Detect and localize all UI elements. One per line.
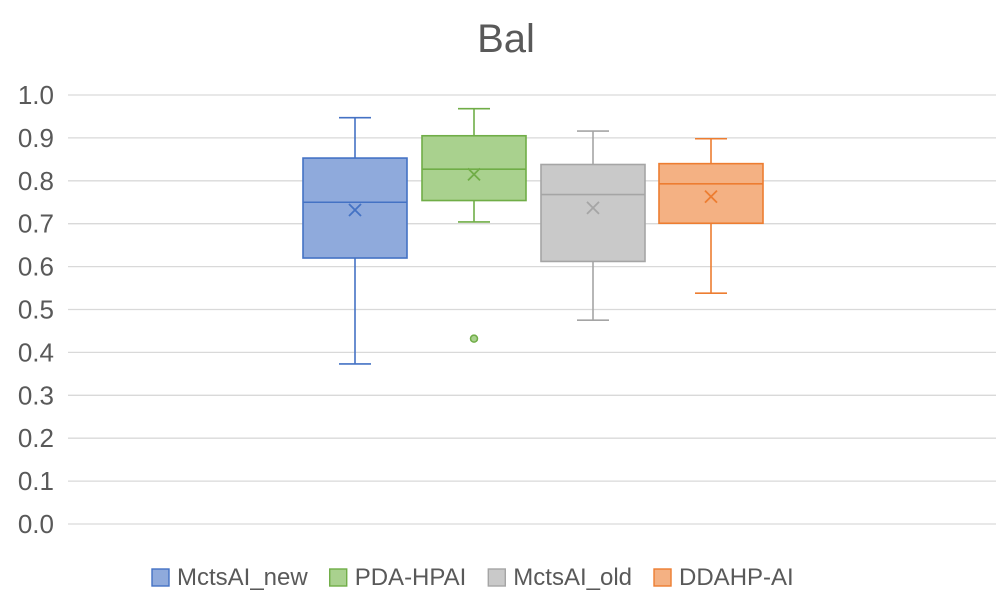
y-tick-label: 1.0 (18, 80, 54, 110)
box-group (302, 116, 408, 365)
y-tick-label: 0.6 (18, 252, 54, 282)
y-tick-label: 0.8 (18, 166, 54, 196)
legend-swatch (329, 568, 348, 587)
legend-item: MctsAI_old (487, 564, 632, 591)
legend-label: PDA-HPAI (355, 564, 467, 591)
y-tick-label: 0.2 (18, 423, 54, 453)
chart-title: Bal (477, 17, 535, 61)
y-tick-label: 0.3 (18, 380, 54, 410)
legend-item: MctsAI_new (151, 564, 308, 591)
y-tick-label: 0.4 (18, 337, 54, 367)
boxes (302, 107, 764, 365)
legend-label: MctsAI_new (177, 564, 308, 591)
mean-marker (704, 190, 718, 204)
y-tick-label: 0.1 (18, 466, 54, 496)
y-tick-label: 0.0 (18, 509, 54, 539)
gridlines (68, 94, 996, 525)
y-tick-label: 0.5 (18, 295, 54, 325)
legend-item: DDAHP-AI (653, 564, 794, 591)
box-group (540, 130, 646, 322)
legend-swatch (653, 568, 672, 587)
y-tick-label: 0.7 (18, 209, 54, 239)
box-iqr (658, 162, 764, 225)
y-tick-label: 0.9 (18, 123, 54, 153)
mean-marker (586, 201, 600, 215)
box-iqr (302, 157, 408, 259)
legend-swatch (487, 568, 506, 587)
mean-marker (348, 203, 362, 217)
box-group (658, 137, 764, 294)
y-axis: 0.0 0.1 0.2 0.3 0.4 0.5 0.6 0.7 0.8 0.9 1.0 (18, 80, 54, 539)
outlier-point (469, 334, 479, 343)
box-group (421, 107, 527, 343)
legend-label: DDAHP-AI (679, 564, 794, 591)
box-iqr (540, 163, 646, 263)
legend: MctsAI_new PDA-HPAI MctsAI_old DDAHP-AI (151, 564, 794, 591)
legend-label: MctsAI_old (513, 564, 632, 591)
mean-marker (467, 167, 481, 182)
legend-swatch (151, 568, 170, 587)
legend-item: PDA-HPAI (329, 564, 467, 591)
box-iqr (421, 134, 527, 202)
